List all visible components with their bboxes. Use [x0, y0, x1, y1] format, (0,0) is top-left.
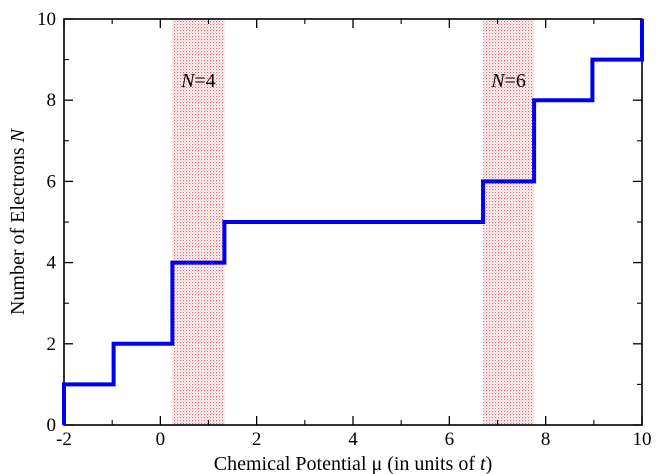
x-axis-title: Chemical Potential μ (in units of t): [214, 453, 492, 474]
y-tick-label: 6: [47, 171, 57, 192]
series-layer: [62, 19, 644, 425]
shaded-region-1: [172, 19, 225, 425]
x-tick-label: 10: [633, 429, 652, 450]
axis-labels: Chemical Potential μ (in units of t) Numb…: [7, 70, 526, 474]
x-tick-label: 8: [541, 429, 551, 450]
x-tick-label: -2: [56, 429, 72, 450]
y-tick-label: 8: [47, 90, 57, 111]
region-label-2: N=6: [490, 70, 526, 92]
y-tick-label: 10: [37, 9, 56, 30]
x-tick-label: 4: [348, 429, 358, 450]
shaded-regions: [172, 19, 535, 425]
y-axis-title: Number of Electrons N: [7, 127, 29, 315]
y-tick-label: 2: [47, 334, 57, 355]
y-tick-label: 4: [47, 253, 57, 274]
x-tick-label: 6: [445, 429, 455, 450]
y-tick-label: 0: [47, 415, 57, 436]
x-tick-label: 0: [156, 429, 166, 450]
shaded-region-2: [483, 19, 535, 425]
x-tick-label: 2: [252, 429, 262, 450]
region-label-1: N=4: [180, 70, 216, 92]
series-line-1: [62, 19, 644, 425]
